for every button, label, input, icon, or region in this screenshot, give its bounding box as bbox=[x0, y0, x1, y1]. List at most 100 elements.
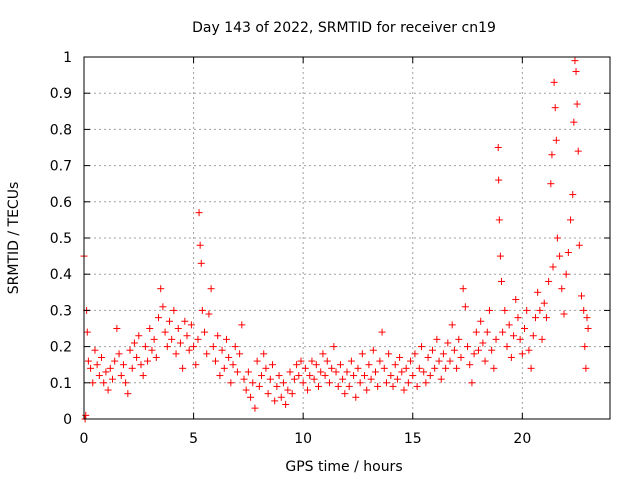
data-point bbox=[468, 379, 476, 387]
data-point bbox=[466, 361, 474, 369]
data-point bbox=[472, 328, 480, 336]
data-point bbox=[216, 372, 224, 380]
data-point bbox=[548, 151, 556, 159]
data-point bbox=[420, 368, 428, 376]
data-point bbox=[424, 353, 432, 361]
data-point bbox=[205, 310, 213, 318]
data-point bbox=[301, 364, 309, 372]
data-point bbox=[459, 285, 467, 293]
data-point bbox=[315, 382, 323, 390]
data-point bbox=[122, 379, 130, 387]
data-point bbox=[369, 346, 377, 354]
data-point bbox=[523, 306, 531, 314]
data-point bbox=[155, 314, 163, 322]
data-point bbox=[104, 386, 112, 394]
data-point bbox=[549, 263, 557, 271]
data-point bbox=[341, 390, 349, 398]
data-point bbox=[347, 357, 355, 365]
data-point bbox=[475, 346, 482, 354]
data-point bbox=[391, 361, 399, 369]
data-point bbox=[258, 372, 266, 380]
data-point bbox=[507, 353, 515, 361]
data-point bbox=[444, 339, 452, 347]
data-point bbox=[345, 382, 353, 390]
data-point bbox=[185, 346, 193, 354]
data-point bbox=[106, 364, 114, 372]
data-point bbox=[299, 379, 307, 387]
data-point bbox=[144, 357, 152, 365]
y-tick-label: 0.5 bbox=[50, 231, 72, 247]
data-point bbox=[498, 277, 506, 285]
axis-ticks: 00.10.20.30.40.50.60.70.80.910 5 10 15 20 bbox=[50, 50, 610, 447]
data-point bbox=[398, 368, 406, 376]
data-point bbox=[426, 372, 434, 380]
data-point bbox=[527, 364, 535, 372]
x-axis-label: GPS time / hours bbox=[285, 459, 402, 475]
data-point bbox=[481, 357, 489, 365]
data-point bbox=[367, 375, 375, 383]
data-point bbox=[536, 306, 544, 314]
data-point bbox=[218, 346, 226, 354]
data-point bbox=[583, 314, 591, 322]
data-point bbox=[190, 343, 198, 351]
data-point bbox=[411, 350, 419, 358]
data-point bbox=[573, 100, 581, 108]
data-point bbox=[222, 335, 230, 343]
data-point bbox=[560, 310, 568, 318]
data-point bbox=[564, 248, 572, 256]
data-point bbox=[141, 343, 149, 351]
data-point bbox=[365, 361, 373, 369]
data-point bbox=[567, 216, 575, 224]
data-point bbox=[571, 57, 579, 65]
data-point bbox=[488, 346, 496, 354]
data-point bbox=[442, 364, 450, 372]
data-point bbox=[255, 382, 263, 390]
x-tick-label: 20 bbox=[513, 431, 531, 447]
data-point bbox=[531, 314, 539, 322]
data-point bbox=[150, 335, 158, 343]
data-point bbox=[538, 335, 546, 343]
data-point bbox=[111, 357, 119, 365]
data-point bbox=[231, 343, 239, 351]
data-point bbox=[268, 361, 276, 369]
data-point bbox=[518, 350, 526, 358]
data-point bbox=[525, 346, 533, 354]
data-point bbox=[284, 386, 292, 394]
data-point bbox=[271, 397, 279, 405]
data-point bbox=[339, 375, 347, 383]
data-point bbox=[495, 216, 503, 224]
data-point bbox=[196, 241, 204, 249]
data-point bbox=[87, 364, 95, 372]
data-point bbox=[183, 332, 191, 340]
data-point bbox=[450, 346, 458, 354]
data-point bbox=[501, 306, 509, 314]
data-point bbox=[117, 372, 125, 380]
data-point bbox=[170, 306, 178, 314]
data-point bbox=[233, 368, 241, 376]
data-point bbox=[446, 357, 454, 365]
data-point bbox=[192, 361, 200, 369]
data-point bbox=[115, 350, 123, 358]
data-point bbox=[494, 144, 502, 151]
data-point bbox=[400, 386, 408, 394]
y-tick-label: 0.8 bbox=[50, 122, 72, 138]
data-point bbox=[350, 372, 358, 380]
data-point bbox=[396, 353, 404, 361]
data-point bbox=[195, 209, 203, 217]
data-point bbox=[336, 361, 344, 369]
data-point bbox=[279, 379, 287, 387]
data-point bbox=[83, 328, 91, 336]
data-point bbox=[428, 346, 436, 354]
data-point bbox=[387, 372, 395, 380]
data-point bbox=[580, 306, 588, 314]
data-point bbox=[137, 361, 145, 369]
data-point bbox=[330, 343, 338, 351]
data-points bbox=[80, 57, 592, 423]
x-tick-label: 5 bbox=[189, 431, 198, 447]
data-point bbox=[582, 364, 590, 372]
y-tick-label: 1 bbox=[63, 50, 72, 66]
data-point bbox=[437, 375, 445, 383]
data-point bbox=[529, 332, 537, 340]
data-point bbox=[483, 328, 491, 336]
y-tick-label: 0.3 bbox=[50, 303, 72, 319]
